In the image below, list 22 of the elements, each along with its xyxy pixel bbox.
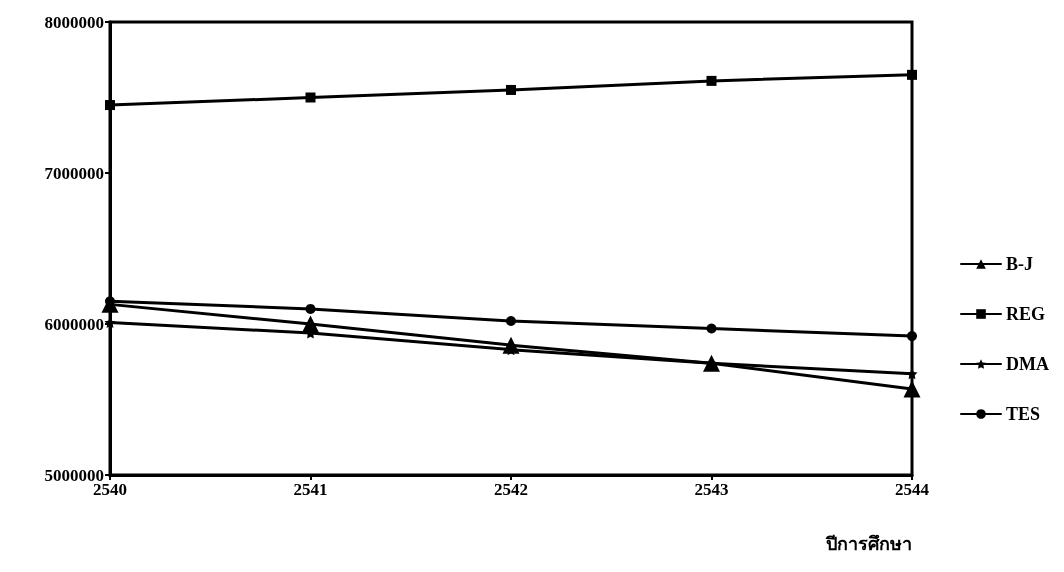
point xyxy=(506,315,516,326)
y-tick-label: 6000000 xyxy=(44,314,104,334)
x-tick-label: 2541 xyxy=(293,480,328,499)
point xyxy=(907,331,917,342)
point xyxy=(305,92,316,103)
point xyxy=(305,303,316,314)
y-tick-label: 7000000 xyxy=(44,163,104,183)
point xyxy=(105,100,115,111)
x-tick-label: 2544 xyxy=(895,480,930,499)
legend-label: REG xyxy=(1006,304,1046,324)
x-axis-title: ปีการศึกษา xyxy=(825,534,912,554)
point xyxy=(706,75,717,86)
legend-label: TES xyxy=(1006,404,1041,424)
legend-label: DMA xyxy=(1006,354,1050,374)
x-tick-label: 2542 xyxy=(494,480,528,499)
legend-label: B-J xyxy=(1006,254,1034,274)
point xyxy=(907,69,917,80)
point xyxy=(903,380,921,398)
x-tick-label: 2543 xyxy=(694,480,729,499)
point xyxy=(506,84,516,95)
y-tick-label: 8000000 xyxy=(44,12,104,32)
point xyxy=(706,323,717,334)
